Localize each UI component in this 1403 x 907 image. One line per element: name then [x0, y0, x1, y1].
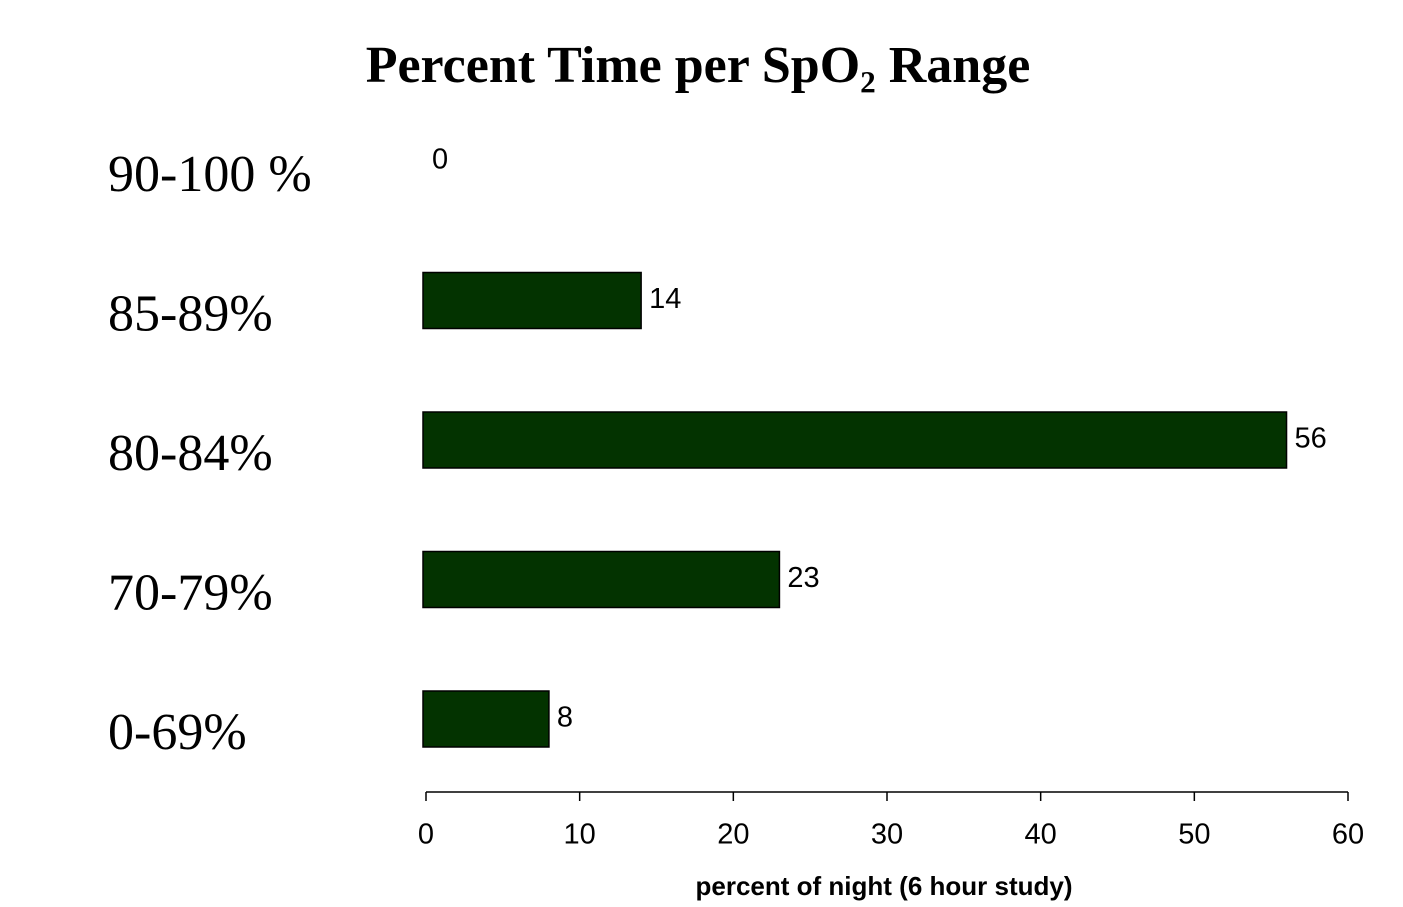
x-tick-label: 60 — [1332, 819, 1364, 851]
bar — [422, 690, 550, 748]
chart-title: Percent Time per SpO₂ Range — [366, 37, 1031, 94]
y-tick-label: 0-69% — [108, 704, 247, 761]
x-tick-label: 40 — [1025, 819, 1057, 851]
x-axis-label: percent of night (6 hour study) — [696, 871, 1073, 901]
x-tick-label: 20 — [717, 819, 749, 851]
y-tick-label: 90-100 % — [108, 146, 312, 203]
bar — [422, 271, 642, 330]
data-label: 0 — [432, 144, 448, 176]
data-label: 56 — [1295, 423, 1327, 455]
bar — [422, 550, 781, 609]
y-tick-label: 85-89% — [108, 285, 273, 342]
x-tick-label: 50 — [1178, 819, 1210, 851]
x-tick-label: 30 — [871, 819, 903, 851]
y-tick-label: 70-79% — [108, 564, 273, 621]
data-label: 8 — [557, 702, 573, 734]
data-label: 23 — [787, 562, 819, 594]
data-label: 14 — [649, 283, 681, 315]
y-tick-label: 80-84% — [108, 425, 273, 482]
bar — [422, 411, 1288, 469]
x-tick-label: 0 — [418, 819, 434, 851]
x-tick-label: 10 — [564, 819, 596, 851]
